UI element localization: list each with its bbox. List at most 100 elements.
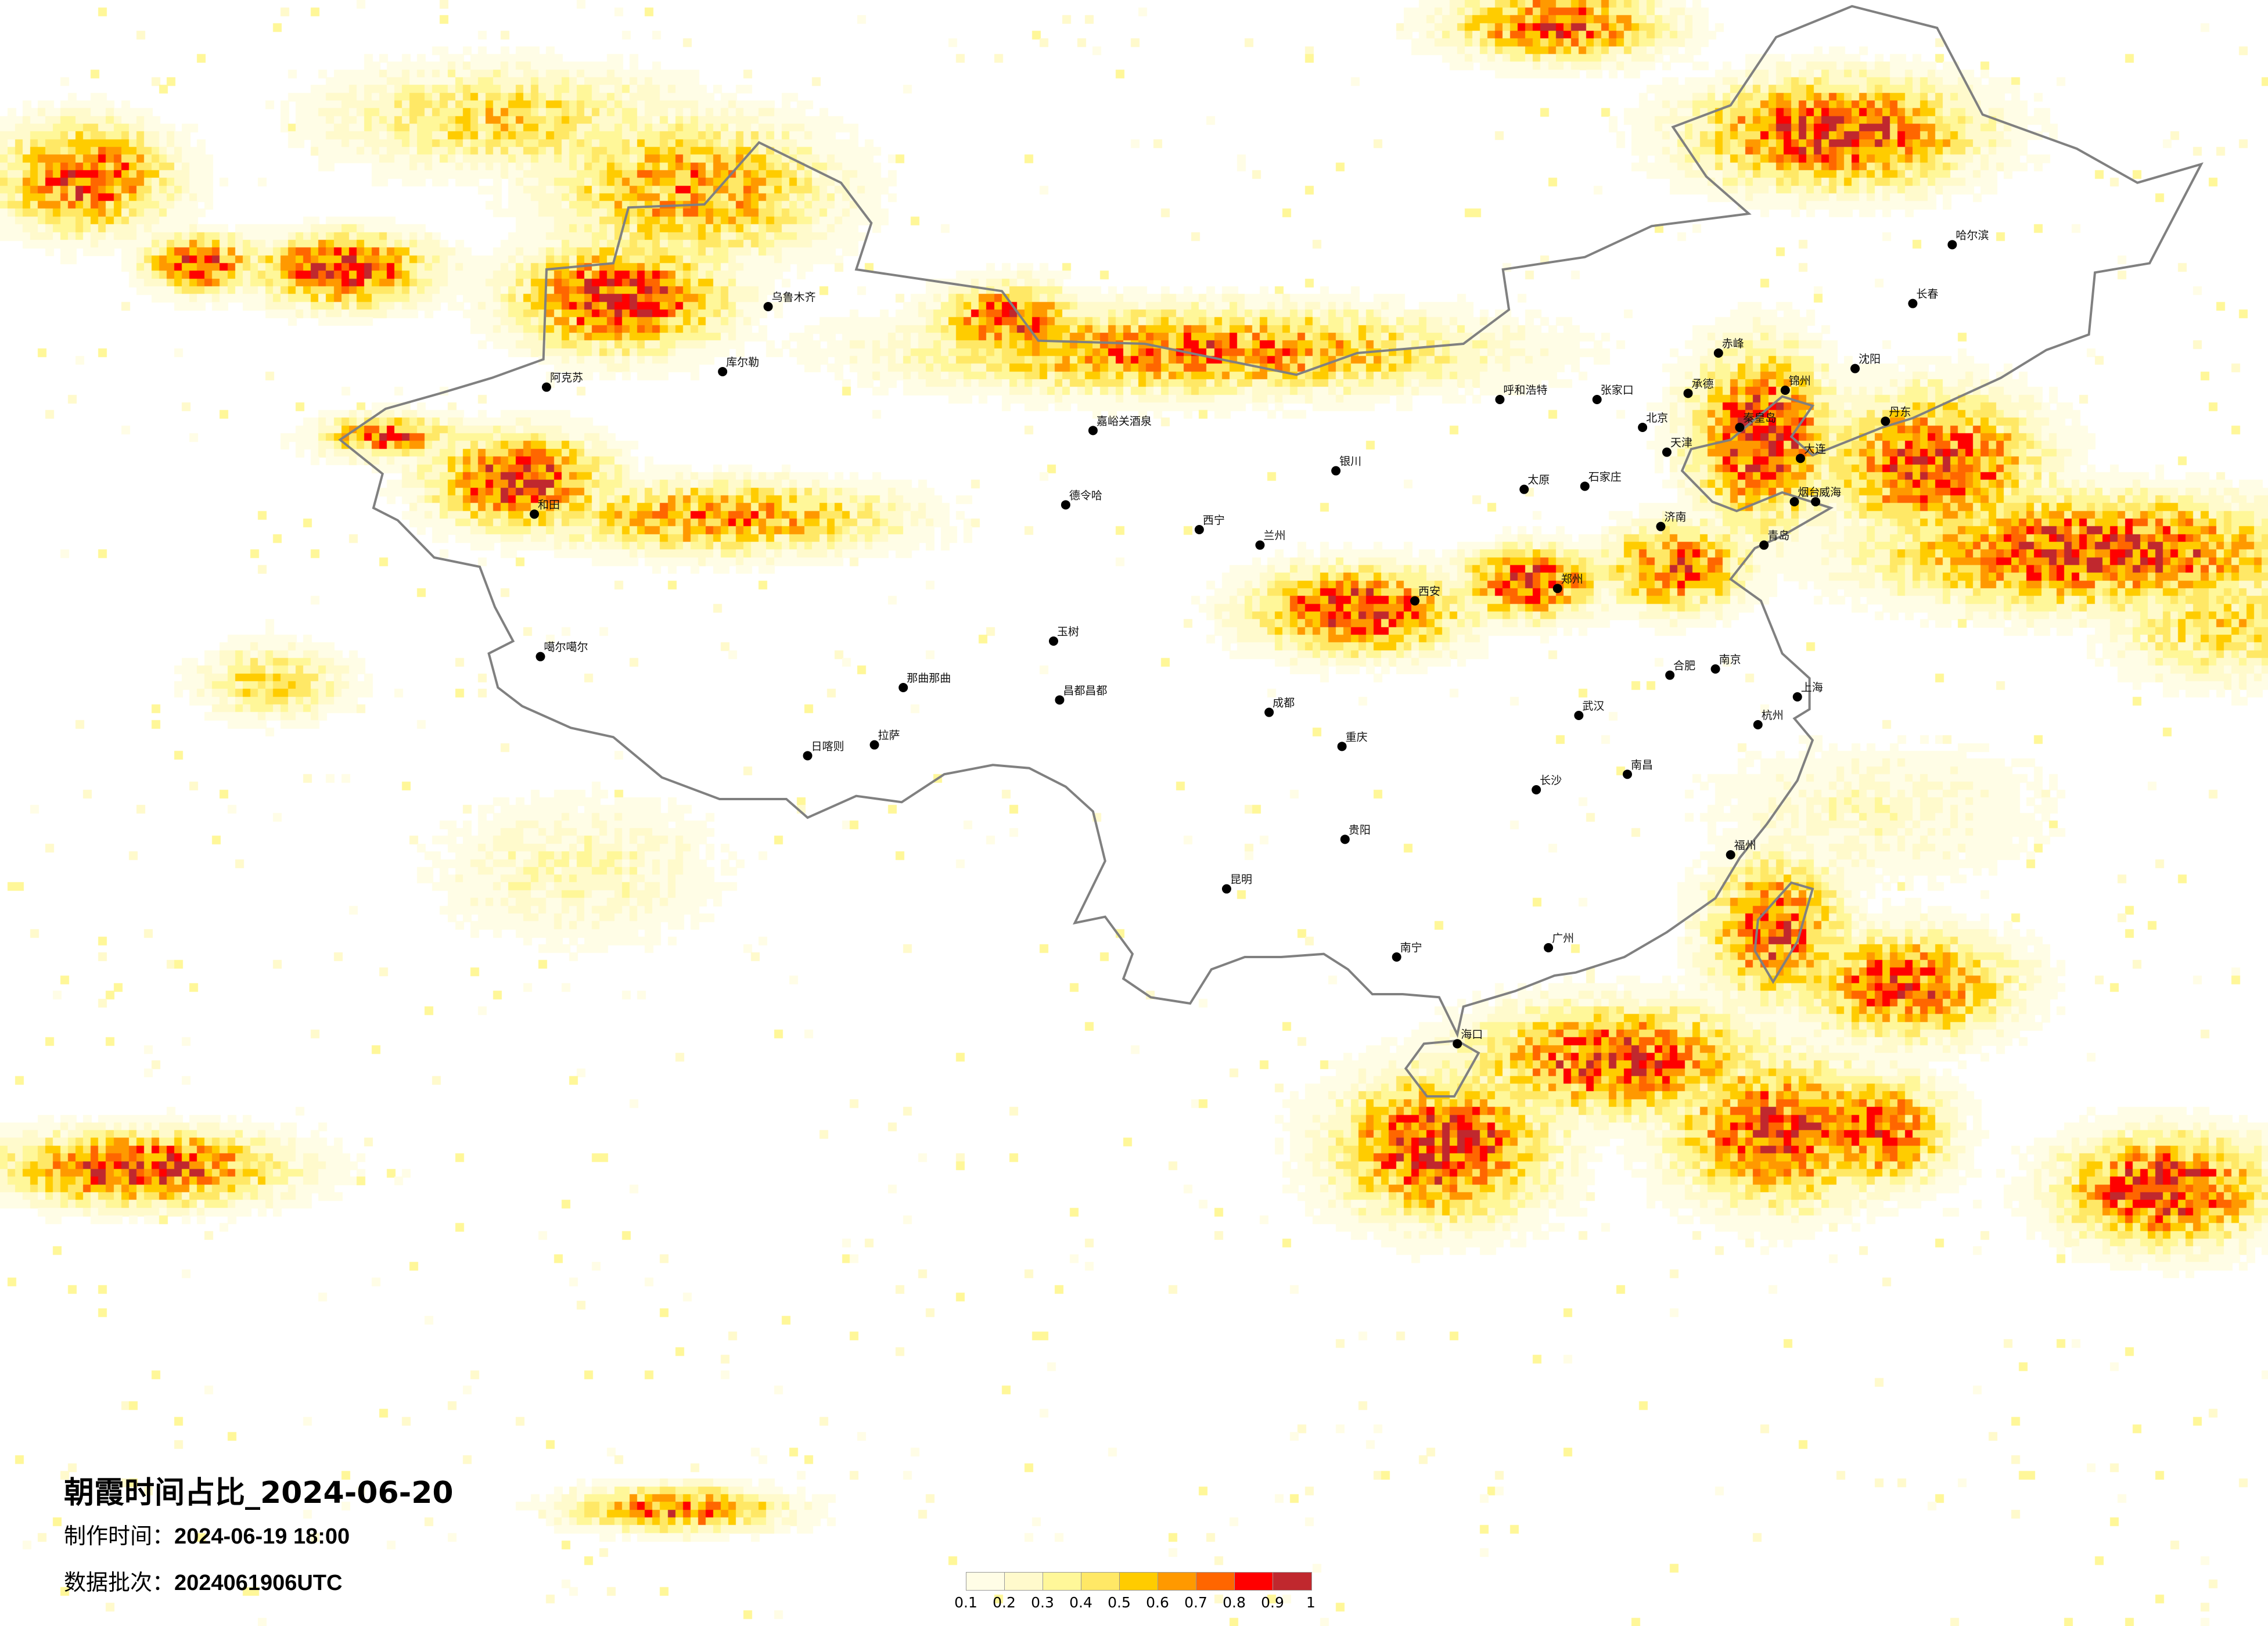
city-dot (1638, 423, 1648, 432)
city-dot (1789, 497, 1799, 506)
city-label: 大连 (1804, 443, 1826, 455)
city-label: 南宁 (1400, 941, 1422, 954)
city-marker: 兰州 (1255, 530, 1285, 550)
city-marker: 武汉 (1574, 700, 1604, 720)
city-marker: 北京 (1638, 412, 1668, 432)
city-dot (1811, 497, 1821, 506)
legend-swatch (1081, 1573, 1120, 1590)
legend-tick-label: 1 (1306, 1594, 1315, 1611)
city-label: 沈阳 (1859, 353, 1881, 366)
city-dot (1850, 364, 1860, 373)
city-label: 嘉峪关酒泉 (1097, 415, 1152, 427)
city-marker: 那曲那曲 (898, 672, 951, 692)
city-dot (1088, 426, 1098, 436)
city-label: 重庆 (1346, 731, 1368, 743)
legend-swatch (1196, 1573, 1235, 1590)
city-label: 杭州 (1762, 709, 1784, 722)
city-marker: 海口 (1453, 1028, 1483, 1049)
legend-swatch (1005, 1573, 1043, 1590)
city-marker: 拉萨 (869, 729, 900, 750)
city-dot (1622, 769, 1632, 779)
city-label: 济南 (1664, 511, 1686, 524)
city-dot (1340, 834, 1350, 844)
city-label: 合肥 (1673, 660, 1695, 672)
city-label: 贵阳 (1349, 823, 1371, 836)
city-marker: 丹东 (1881, 405, 1911, 426)
city-label: 太原 (1527, 474, 1550, 487)
city-marker: 昆明 (1221, 873, 1252, 894)
city-dot (1055, 695, 1065, 705)
city-dot (763, 302, 773, 311)
city-dot (1713, 348, 1723, 358)
city-label: 长春 (1916, 288, 1938, 301)
color-legend: 0.1 0.2 0.3 0.4 0.5 0.6 0.7 0.8 0.9 1 (954, 1572, 1315, 1611)
city-label: 上海 (1801, 681, 1823, 694)
city-label: 郑州 (1561, 573, 1583, 585)
city-dot (1194, 525, 1204, 534)
city-dot (1392, 952, 1401, 962)
city-dot (1264, 707, 1274, 717)
city-marker: 银川 (1331, 455, 1361, 476)
city-dot (1753, 720, 1763, 729)
city-dot (1552, 584, 1562, 593)
city-marker: 和田 (530, 498, 560, 519)
city-marker: 南昌 (1622, 758, 1653, 779)
legend-tick-label: 0.4 (1069, 1594, 1092, 1611)
city-marker: 长春 (1908, 288, 1938, 308)
city-dot (1580, 481, 1590, 491)
city-dot (1759, 540, 1769, 550)
city-dot (1592, 395, 1602, 404)
city-label: 南昌 (1631, 758, 1653, 771)
city-label: 承德 (1692, 377, 1714, 390)
production-time-value: 2024-06-19 18:00 (174, 1524, 350, 1549)
legend-swatch (1120, 1573, 1158, 1590)
city-marker: 阿克苏 (541, 372, 583, 392)
china-border (338, 5, 2204, 1098)
city-dot (1255, 540, 1265, 550)
city-marker: 石家庄 (1580, 470, 1622, 491)
city-label: 烟台 (1798, 486, 1820, 499)
city-label: 青岛 (1767, 530, 1789, 542)
city-marker: 嘉峪关酒泉 (1088, 415, 1152, 436)
city-label: 赤峰 (1722, 337, 1744, 350)
city-dot (1947, 240, 1957, 250)
city-label: 西宁 (1203, 514, 1225, 527)
city-dot (1061, 500, 1070, 510)
city-dot (1574, 711, 1584, 720)
data-batch: 数据批次：2024061906UTC (64, 1564, 342, 1596)
production-time-label: 制作时间： (64, 1523, 175, 1549)
city-marker: 长沙 (1532, 774, 1562, 794)
city-label: 乌鲁木齐 (772, 291, 816, 304)
city-label: 丹东 (1889, 405, 1911, 418)
city-label: 海口 (1461, 1028, 1483, 1041)
city-marker: 锦州 (1780, 375, 1811, 395)
boundary-line (338, 5, 2204, 1038)
city-dot (1495, 395, 1505, 404)
city-dot (1881, 416, 1890, 426)
city-label: 和田 (538, 498, 560, 511)
city-label: 银川 (1339, 455, 1361, 468)
city-marker: 呼和浩特 (1495, 384, 1547, 404)
city-dot (1662, 447, 1672, 457)
city-marker: 南京 (1710, 653, 1741, 674)
city-marker: 玉树 (1048, 625, 1079, 646)
legend-tick-label: 0.3 (1031, 1594, 1054, 1611)
city-marker: 张家口 (1592, 384, 1634, 404)
city-dot (1532, 785, 1541, 794)
city-label: 库尔勒 (726, 356, 759, 369)
city-marker: 济南 (1656, 511, 1687, 531)
city-marker: 赤峰 (1713, 337, 1744, 358)
city-label: 福州 (1734, 839, 1756, 852)
city-dot (898, 683, 908, 692)
city-label: 阿克苏 (550, 372, 583, 384)
city-label: 成都 (1273, 697, 1295, 710)
city-label: 北京 (1646, 412, 1668, 425)
city-label: 哈尔滨 (1956, 229, 1989, 242)
city-marker: 烟台 (1789, 486, 1820, 506)
city-dot (1683, 388, 1693, 398)
city-dot (1735, 423, 1745, 432)
city-marker: 噶尔噶尔 (535, 641, 588, 661)
city-label: 德令哈 (1069, 489, 1102, 502)
